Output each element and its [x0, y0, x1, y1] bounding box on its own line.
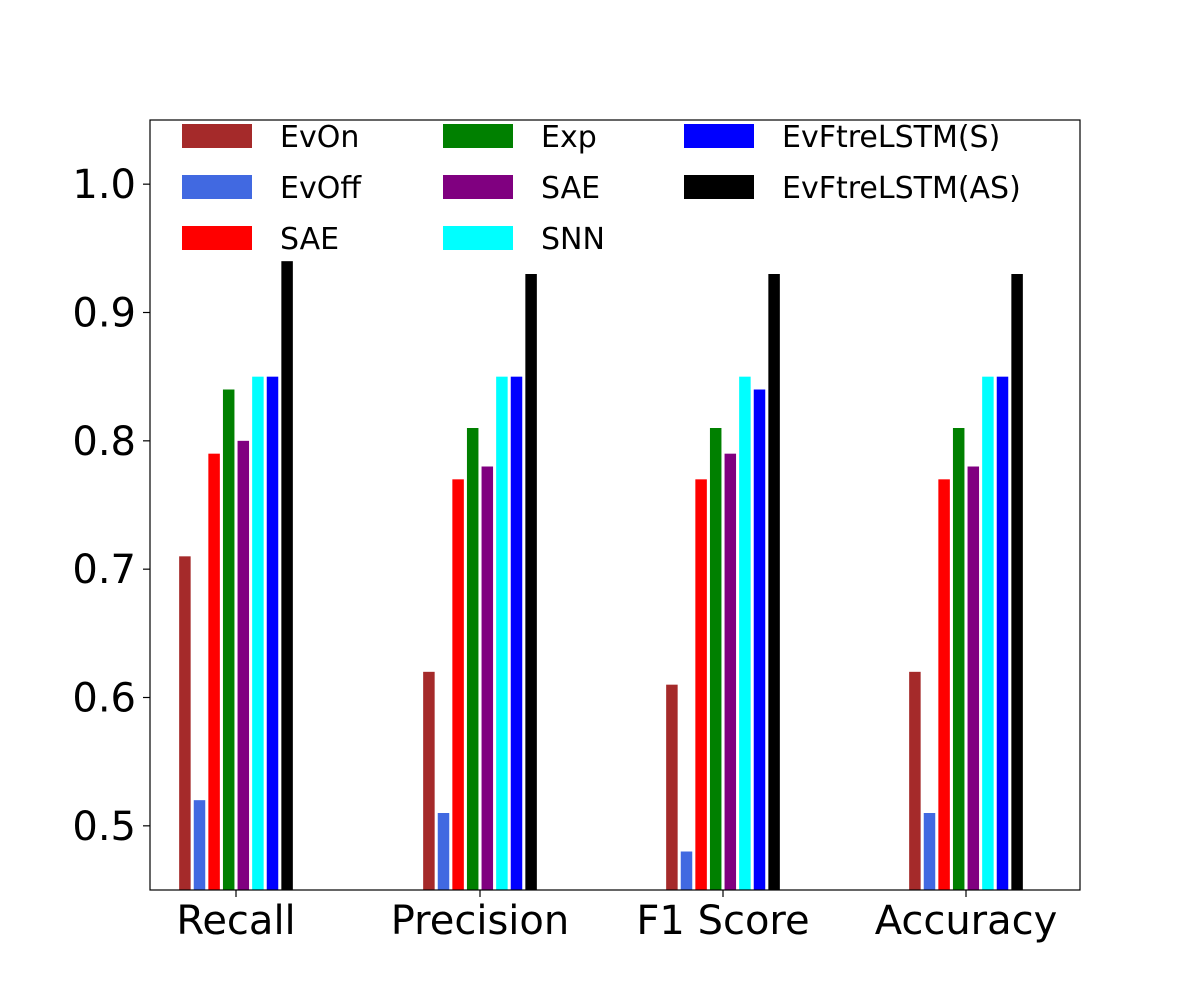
- bar-recall-series-4: [237, 440, 250, 890]
- y-tick-label: 0.7: [72, 547, 136, 593]
- bar-accuracy-series-2: [938, 479, 950, 890]
- bar-recall-series-2: [208, 453, 220, 890]
- legend-swatch-series-5: [443, 226, 513, 250]
- bar-accuracy-series-6: [996, 376, 1009, 890]
- y-axis: 0.5 0.6 0.7 0.8 0.9 1.0: [72, 162, 150, 850]
- bar-f1-score-series-5: [739, 376, 751, 890]
- legend-swatch-series-0: [182, 124, 252, 148]
- bar-precision-series-0: [423, 671, 435, 890]
- legend-label-series-3: Exp: [541, 120, 597, 155]
- legend-label-series-2: SAE: [280, 222, 339, 257]
- bar-precision-series-5: [496, 376, 508, 890]
- y-tick-label: 0.9: [72, 291, 136, 337]
- bar-recall-series-3: [222, 389, 235, 890]
- bar-precision-series-1: [437, 813, 450, 890]
- bar-recall-series-1: [193, 800, 206, 890]
- x-category-label: Precision: [391, 898, 569, 944]
- legend-swatch-series-1: [182, 175, 252, 199]
- x-category-label: F1 Score: [636, 898, 809, 944]
- legend-label-series-1: EvOff: [280, 171, 362, 206]
- legend-label-series-4: SAE: [541, 171, 600, 206]
- bar-precision-series-2: [452, 479, 464, 890]
- bar-recall-series-0: [179, 556, 191, 890]
- bar-f1-score-series-3: [709, 428, 722, 890]
- bar-f1-score-series-1: [680, 851, 693, 890]
- y-tick-label: 0.5: [72, 804, 136, 850]
- bar-precision-series-4: [481, 466, 494, 890]
- y-tick-label: 1.0: [72, 162, 136, 208]
- plot-area-frame: [149, 119, 1081, 891]
- legend-swatch-series-6: [684, 124, 754, 148]
- bar-recall-series-5: [252, 376, 264, 890]
- bar-accuracy-series-7: [1011, 274, 1023, 890]
- bar-recall-series-7: [281, 261, 293, 890]
- bar-accuracy-series-5: [982, 376, 994, 890]
- legend-label-series-0: EvOn: [280, 120, 359, 155]
- bar-f1-score-series-4: [724, 453, 737, 890]
- legend-swatch-series-3: [443, 124, 513, 148]
- legend-swatch-series-4: [443, 175, 513, 199]
- legend-label-series-6: EvFtreLSTM(S): [782, 120, 1000, 155]
- legend: EvOn EvOff SAE Exp SAE SNN EvFtreLSTM(S) EvFtre…: [182, 120, 1021, 257]
- legend-label-series-5: SNN: [541, 222, 605, 257]
- legend-swatch-series-2: [182, 226, 252, 250]
- bar-f1-score-series-6: [753, 389, 766, 890]
- x-axis: Recall Precision F1 Score Accuracy: [176, 890, 1057, 944]
- bar-f1-score-series-2: [695, 479, 707, 890]
- bar-precision-series-7: [525, 274, 537, 890]
- bar-accuracy-series-3: [952, 428, 965, 890]
- bar-precision-series-3: [466, 428, 479, 890]
- legend-swatch-series-7: [684, 175, 754, 199]
- bar-accuracy-series-4: [967, 466, 980, 890]
- y-tick-label: 0.8: [72, 419, 136, 465]
- bars-layer: [179, 261, 1023, 890]
- x-category-label: Accuracy: [875, 898, 1058, 944]
- bar-f1-score-series-0: [666, 684, 678, 890]
- bar-precision-series-6: [510, 376, 523, 890]
- x-category-label: Recall: [176, 898, 295, 944]
- bar-recall-series-6: [266, 376, 279, 890]
- bar-f1-score-series-7: [768, 274, 780, 890]
- y-tick-label: 0.6: [72, 676, 136, 722]
- bar-accuracy-series-0: [909, 671, 921, 890]
- legend-label-series-7: EvFtreLSTM(AS): [782, 171, 1021, 206]
- bar-accuracy-series-1: [923, 813, 936, 890]
